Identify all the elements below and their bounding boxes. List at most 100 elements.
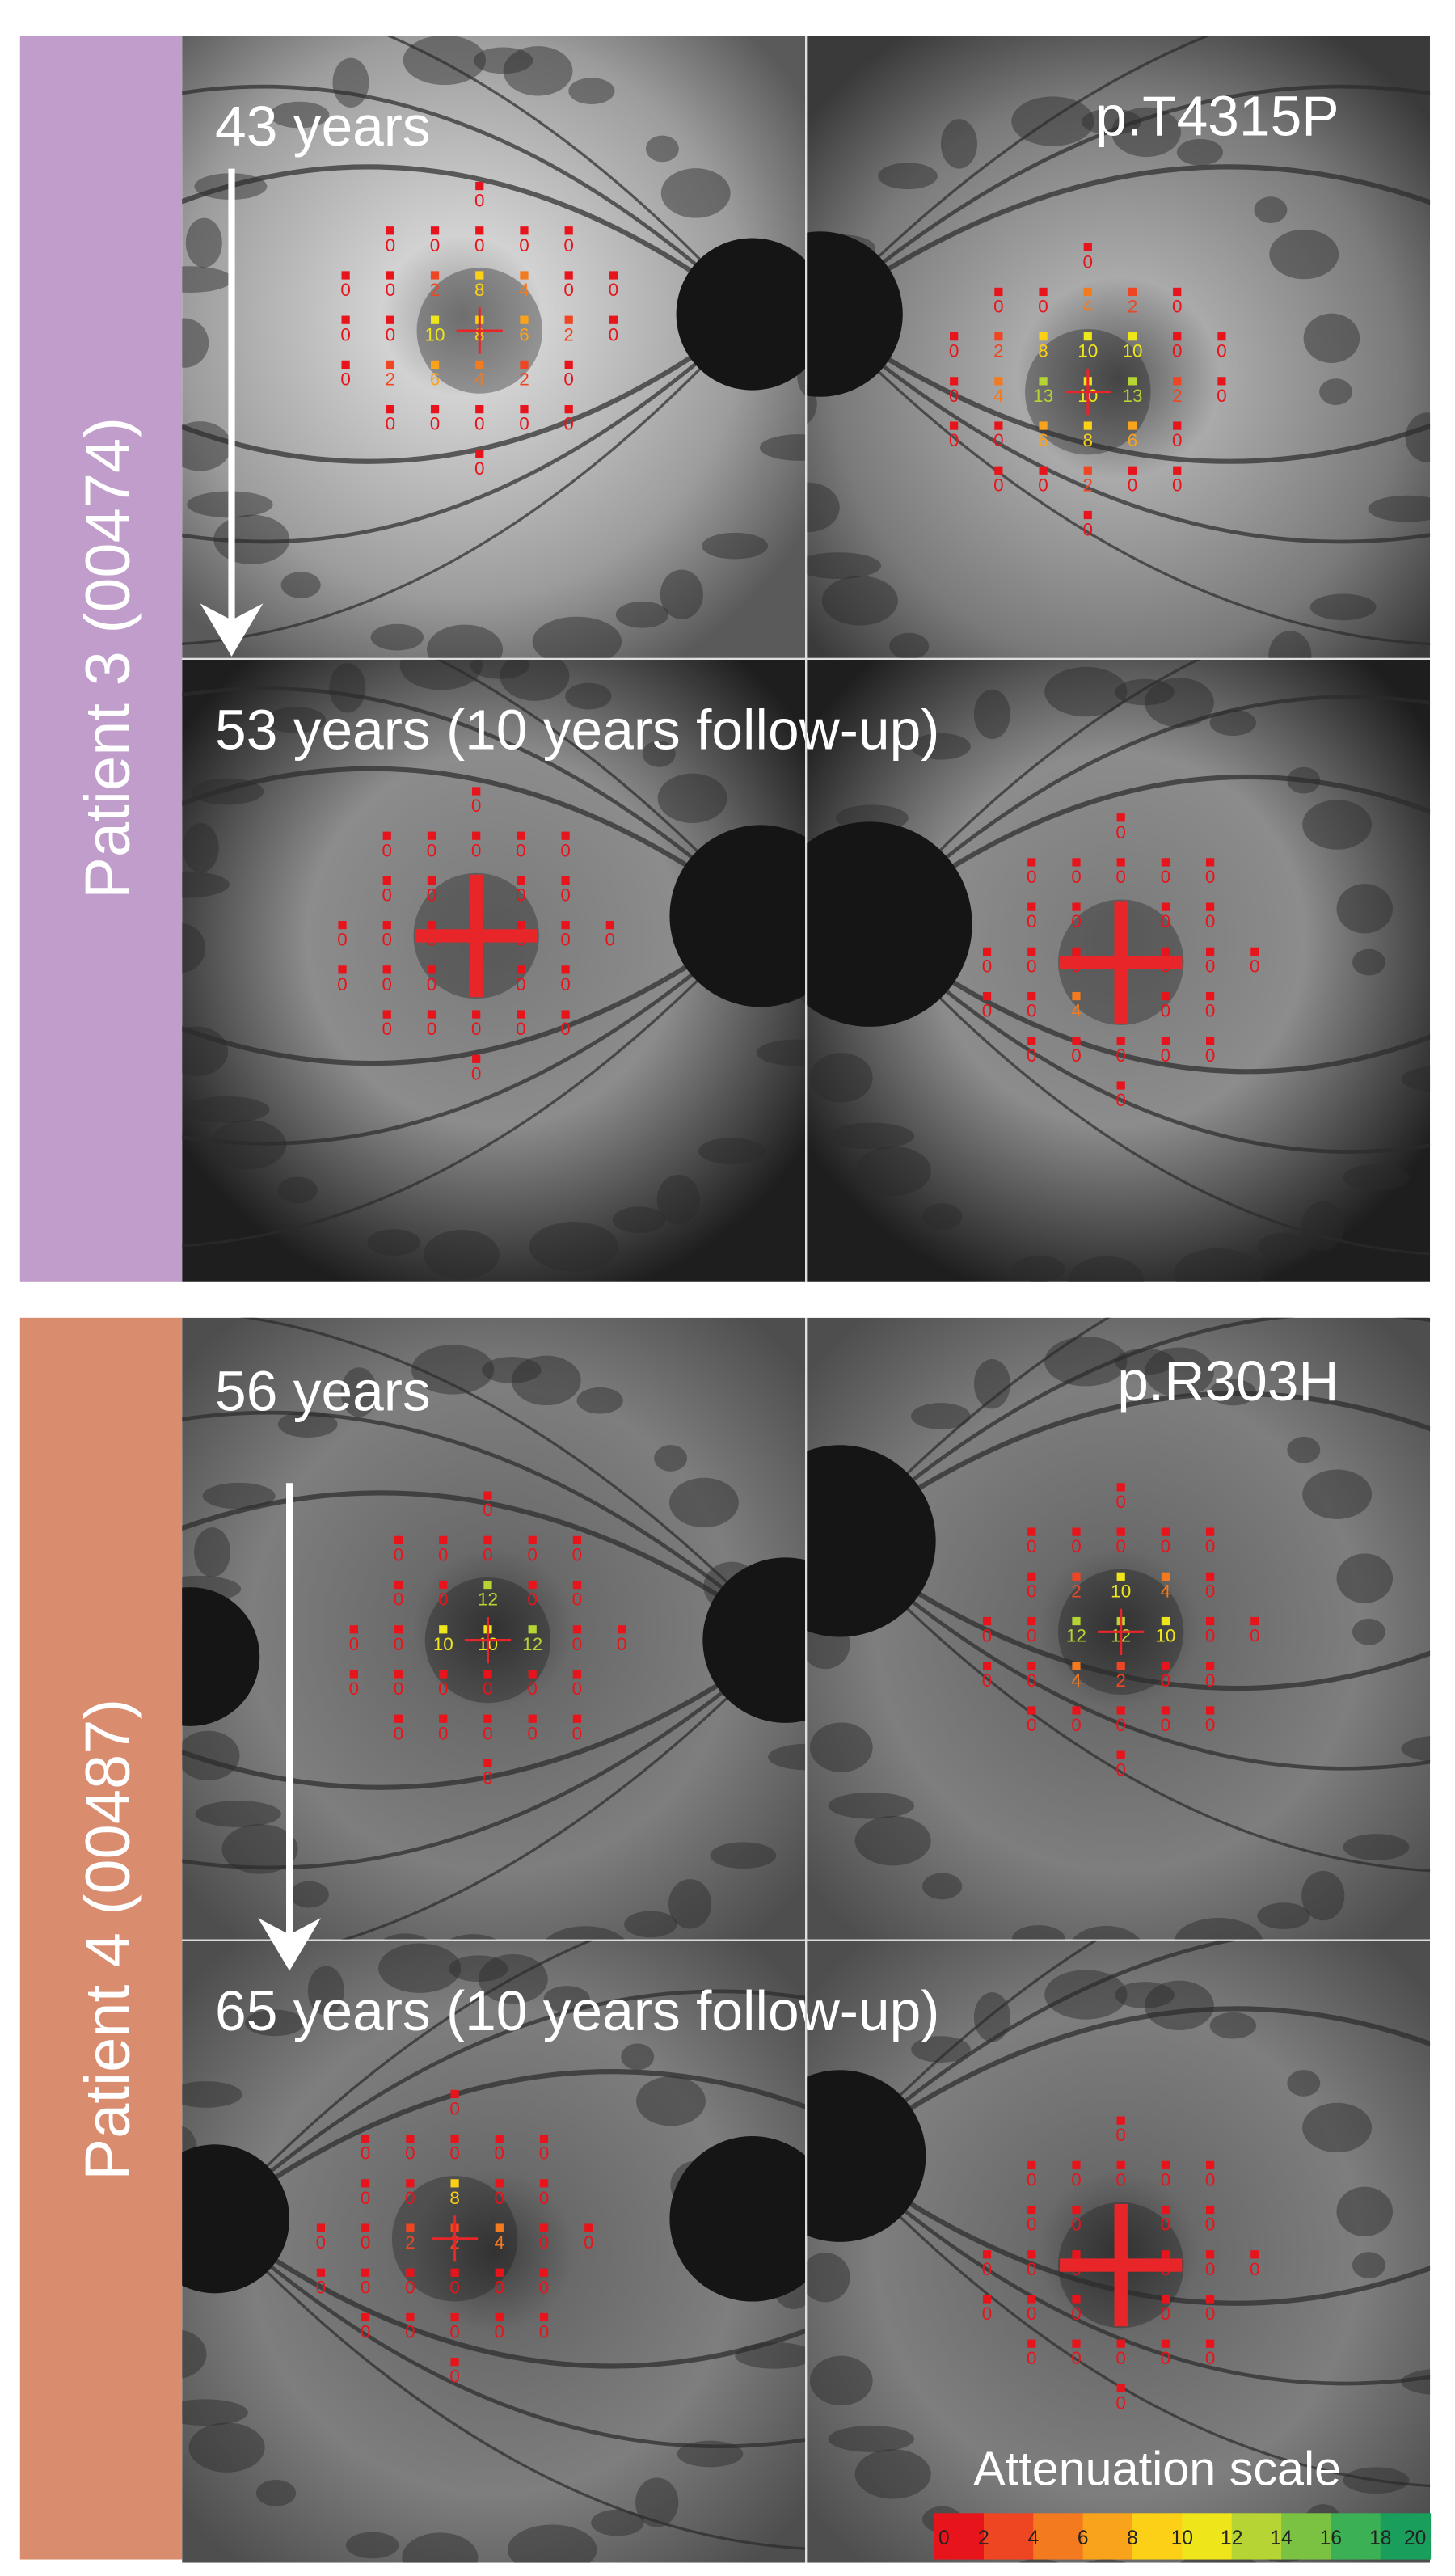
test-point bbox=[1072, 2205, 1081, 2215]
sensitivity-value: 0 bbox=[563, 369, 574, 389]
vessel bbox=[838, 1317, 1111, 1542]
test-point bbox=[1128, 466, 1137, 475]
atrophy-patch bbox=[307, 1966, 344, 2016]
vessel bbox=[386, 36, 753, 315]
test-point bbox=[1206, 1527, 1215, 1536]
sensitivity-value: 0 bbox=[1116, 2169, 1126, 2190]
test-point bbox=[430, 226, 440, 235]
test-point bbox=[1072, 902, 1081, 911]
test-point bbox=[572, 1714, 582, 1723]
atrophy-patch bbox=[973, 689, 1010, 740]
sensitivity-value: 0 bbox=[483, 1679, 493, 1699]
atrophy-patch bbox=[503, 46, 573, 96]
sensitivity-value: 6 bbox=[1038, 430, 1048, 450]
sensitivity-value: 0 bbox=[471, 840, 482, 860]
test-point bbox=[1027, 1706, 1036, 1715]
sensitivity-value: 0 bbox=[427, 885, 437, 905]
atrophy-patch bbox=[576, 1387, 623, 1414]
test-point bbox=[338, 965, 347, 974]
sensitivity-value: 0 bbox=[1161, 2348, 1171, 2368]
atrophy-patch bbox=[1310, 593, 1377, 621]
sensitivity-value: 0 bbox=[1205, 1581, 1216, 1601]
atrophy-patch bbox=[1144, 1347, 1214, 1397]
optic-disc bbox=[807, 2070, 926, 2242]
vessel bbox=[868, 923, 1431, 1256]
test-point bbox=[994, 287, 1003, 297]
atrophy-patch bbox=[1336, 1553, 1394, 1603]
atrophy-patch bbox=[340, 1367, 377, 1417]
atrophy-patch bbox=[182, 923, 206, 973]
sensitivity-value: 0 bbox=[1205, 1001, 1216, 1021]
sensitivity-value: 0 bbox=[394, 1590, 404, 1610]
test-point bbox=[341, 271, 350, 280]
test-point bbox=[1161, 2339, 1170, 2348]
sensitivity-value: 0 bbox=[982, 1001, 993, 1021]
test-point bbox=[1128, 377, 1137, 386]
atrophy-patch bbox=[889, 632, 930, 658]
scale-tick-label: 12 bbox=[1221, 2527, 1242, 2549]
atrophy-patch bbox=[183, 1096, 270, 1123]
test-point bbox=[1027, 1616, 1036, 1626]
sensitivity-value: 0 bbox=[1116, 2392, 1126, 2413]
fundus bbox=[807, 36, 1431, 658]
test-point bbox=[539, 2223, 549, 2232]
atrophy-patch bbox=[768, 1743, 806, 1771]
sensitivity-value: 0 bbox=[572, 1634, 583, 1654]
sensitivity-value: 0 bbox=[382, 840, 392, 860]
time-arrow-head bbox=[258, 1918, 321, 1971]
test-point bbox=[517, 1010, 525, 1019]
sensitivity-value: 10 bbox=[1078, 341, 1098, 361]
atrophy-patch bbox=[973, 1992, 1010, 2042]
test-point bbox=[1206, 1706, 1215, 1715]
test-point bbox=[472, 831, 481, 840]
atrophy-patch bbox=[1115, 1982, 1175, 2008]
sensitivity-value: 0 bbox=[1161, 2215, 1171, 2235]
sensitivity-value: 0 bbox=[382, 974, 392, 995]
sensitivity-value: 0 bbox=[1071, 2215, 1082, 2235]
fundus-panel: 224800000000000000000000000000 bbox=[182, 1940, 806, 2563]
test-point bbox=[361, 2312, 370, 2322]
atrophy-patch bbox=[367, 1229, 420, 1256]
vessel bbox=[213, 1940, 593, 2220]
sensitivity-value: 0 bbox=[1027, 911, 1037, 931]
sensitivity-value: 0 bbox=[495, 2143, 505, 2164]
test-point bbox=[1083, 466, 1092, 475]
test-point bbox=[539, 2268, 549, 2277]
test-point bbox=[1027, 2295, 1036, 2304]
test-point bbox=[561, 876, 570, 885]
scale-segment bbox=[1082, 2513, 1134, 2560]
atrophy-patch bbox=[922, 1873, 963, 1900]
sensitivity-value: 0 bbox=[1217, 386, 1227, 406]
sensitivity-value: 0 bbox=[316, 2232, 327, 2253]
optic-disc bbox=[702, 1557, 806, 1723]
sensitivity-value: 2 bbox=[1116, 1670, 1126, 1691]
test-point bbox=[495, 2223, 504, 2232]
test-point bbox=[1027, 2339, 1036, 2348]
sensitivity-value: 0 bbox=[1205, 2304, 1216, 2324]
sensitivity-value: 0 bbox=[516, 1019, 526, 1039]
atrophy-patch bbox=[1044, 1970, 1128, 2020]
sensitivity-value: 0 bbox=[1161, 1670, 1171, 1691]
sensitivity-value: 0 bbox=[1027, 2304, 1037, 2324]
test-point bbox=[386, 360, 394, 370]
test-point bbox=[495, 2268, 504, 2277]
sensitivity-value: 0 bbox=[1027, 1581, 1037, 1601]
sensitivity-value: 0 bbox=[1116, 822, 1126, 842]
sensitivity-value: 0 bbox=[1027, 956, 1037, 976]
test-point bbox=[517, 831, 525, 840]
test-point bbox=[475, 181, 484, 191]
atrophy-patch bbox=[756, 1039, 806, 1066]
vessel bbox=[838, 2154, 1431, 2386]
test-point bbox=[520, 315, 529, 324]
sensitivity-value: 0 bbox=[394, 1634, 404, 1654]
sensitivity-value: 0 bbox=[474, 414, 485, 434]
test-point bbox=[1116, 1527, 1125, 1536]
sensitivity-value: 0 bbox=[449, 2322, 460, 2342]
test-point bbox=[495, 2312, 504, 2322]
atrophy-patch bbox=[1254, 196, 1288, 223]
sensitivity-value: 0 bbox=[1172, 475, 1183, 495]
test-point bbox=[1083, 421, 1092, 430]
test-point bbox=[517, 876, 525, 885]
sensitivity-value: 4 bbox=[1161, 1581, 1171, 1601]
